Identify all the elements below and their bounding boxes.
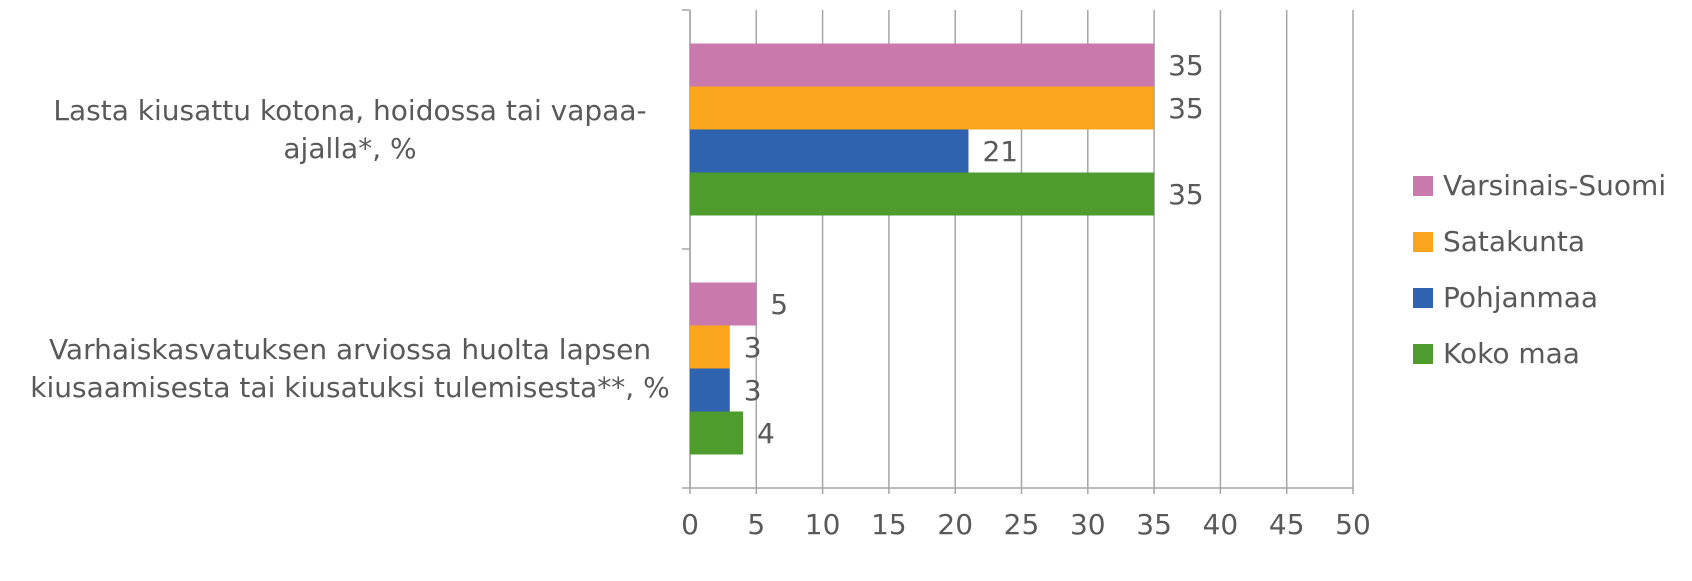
x-tick-label: 5 <box>747 508 765 541</box>
data-label: 3 <box>744 331 762 364</box>
x-tick-label: 15 <box>871 508 907 541</box>
bar <box>690 368 730 412</box>
data-label: 4 <box>757 417 775 450</box>
data-label: 35 <box>1168 92 1204 125</box>
bar <box>690 129 969 173</box>
x-tick-label: 30 <box>1070 508 1106 541</box>
x-tick-label: 25 <box>1004 508 1040 541</box>
x-tick-label: 20 <box>937 508 973 541</box>
legend-swatch <box>1413 232 1433 252</box>
legend-swatch <box>1413 176 1433 196</box>
data-label: 5 <box>770 288 788 321</box>
legend-swatch <box>1413 344 1433 364</box>
x-tick-label: 10 <box>805 508 841 541</box>
legend-label: Varsinais-Suomi <box>1443 169 1666 202</box>
x-tick-label: 40 <box>1203 508 1239 541</box>
x-tick-label: 35 <box>1136 508 1172 541</box>
legend-label: Satakunta <box>1443 225 1585 258</box>
bar <box>690 172 1155 216</box>
x-tick-label: 50 <box>1335 508 1371 541</box>
bar <box>690 325 730 369</box>
data-label: 3 <box>744 374 762 407</box>
data-label: 21 <box>982 135 1018 168</box>
data-label: 35 <box>1168 178 1204 211</box>
legend-label: Koko maa <box>1443 337 1580 370</box>
y-tick-label: Varhaiskasvatuksen arviossa huolta lapse… <box>30 332 670 404</box>
legend-swatch <box>1413 288 1433 308</box>
x-tick-label: 45 <box>1269 508 1305 541</box>
bar <box>690 411 744 455</box>
legend-label: Pohjanmaa <box>1443 281 1598 314</box>
bar <box>690 43 1155 87</box>
bar <box>690 86 1155 130</box>
x-tick-label: 0 <box>681 508 699 541</box>
data-label: 35 <box>1168 49 1204 82</box>
y-tick-label: Lasta kiusattu kotona, hoidossa tai vapa… <box>53 93 647 165</box>
bar <box>690 282 757 326</box>
